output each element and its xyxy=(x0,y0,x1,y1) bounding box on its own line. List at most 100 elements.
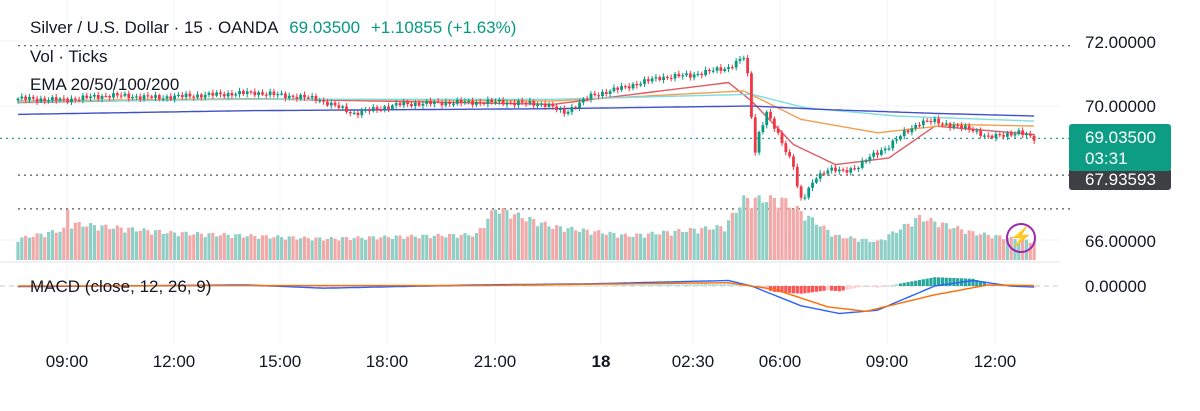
candle-body xyxy=(792,156,795,167)
volume-bar xyxy=(81,226,85,260)
ema100-line xyxy=(17,93,1035,122)
candle-body xyxy=(635,83,639,86)
x-tick-label: 02:30 xyxy=(672,352,715,371)
candle-body xyxy=(562,108,566,114)
volume-bar xyxy=(176,236,181,260)
candle-body xyxy=(184,93,188,98)
candle-body xyxy=(776,128,780,133)
volume-bar xyxy=(807,215,811,260)
volume-bar xyxy=(887,234,891,260)
candle-body xyxy=(436,101,440,103)
volume-bar xyxy=(77,222,81,260)
volume-bars xyxy=(16,195,1036,260)
volume-bar xyxy=(673,230,677,260)
volume-bar xyxy=(516,212,521,260)
candle-body xyxy=(566,111,570,114)
volume-bar xyxy=(119,227,123,260)
volume-bar xyxy=(826,229,830,260)
candle-body xyxy=(711,70,715,72)
lightning-icon[interactable]: ⚡ xyxy=(1006,223,1036,253)
candle-body xyxy=(784,143,788,153)
macd-histogram-bar xyxy=(337,286,341,289)
macd-histogram-bar xyxy=(952,277,956,286)
candle-body xyxy=(131,96,134,99)
volume-bar xyxy=(325,238,330,260)
symbol-title[interactable]: Silver / U.S. Dollar · 15 · OANDA xyxy=(30,18,279,37)
macd-legend[interactable]: MACD (close, 12, 26, 9) xyxy=(30,277,212,296)
candle-body xyxy=(998,134,1002,136)
candle-body xyxy=(765,111,769,126)
candle-body xyxy=(425,100,429,104)
macd-histogram-bar xyxy=(937,277,941,286)
candle-body xyxy=(146,95,150,97)
volume-bar xyxy=(134,231,139,260)
volume-bar xyxy=(207,233,211,260)
candle-body xyxy=(161,98,165,100)
ema-legend[interactable]: EMA 20/50/100/200 xyxy=(30,75,180,94)
macd-histogram-bar xyxy=(944,277,948,286)
candle-body xyxy=(238,90,241,95)
candle-body xyxy=(696,73,700,76)
candle-body xyxy=(142,95,146,100)
price-axis[interactable]: 72.00000 70.00000 66.00000 0.00000 xyxy=(1085,33,1156,296)
volume-bar xyxy=(237,234,242,260)
candle-body xyxy=(1009,133,1013,136)
volume-bar xyxy=(784,198,788,260)
candle-body xyxy=(830,167,834,171)
candle-body xyxy=(879,150,883,155)
volume-bar xyxy=(971,231,975,260)
macd-histogram-bar xyxy=(704,284,708,286)
macd-histogram-bar xyxy=(555,285,559,287)
candle-body xyxy=(108,96,112,98)
time-axis[interactable]: 09:00 12:00 15:00 18:00 21:00 18 02:30 06:00 09:… xyxy=(46,352,1017,371)
candle-body xyxy=(20,96,24,99)
volume-bar xyxy=(43,237,47,260)
macd-histogram-bar xyxy=(570,285,574,287)
volume-bar xyxy=(62,227,66,260)
volume-legend[interactable]: Vol · Ticks xyxy=(30,47,108,66)
macd-histogram-bar xyxy=(547,285,551,287)
volume-bar xyxy=(998,235,1002,260)
candle-body xyxy=(555,106,559,111)
last-price: 69.03500 xyxy=(289,18,361,37)
volume-bar xyxy=(375,239,379,260)
volume-bar xyxy=(719,226,723,260)
volume-bar xyxy=(96,230,100,260)
candle-body xyxy=(295,96,299,99)
volume-bar xyxy=(604,234,608,260)
candle-body xyxy=(868,156,872,161)
volume-bar xyxy=(50,230,54,260)
macd-histogram-bar xyxy=(257,285,261,287)
x-tick-label: 09:00 xyxy=(46,352,89,371)
volume-bar xyxy=(726,220,731,260)
candle-body xyxy=(112,93,115,98)
volume-bar xyxy=(768,195,773,260)
volume-bar xyxy=(169,230,173,260)
volume-bar xyxy=(646,233,650,260)
candle-body xyxy=(933,118,937,123)
candle-body xyxy=(28,97,31,100)
volume-bar xyxy=(20,237,24,260)
volume-bar xyxy=(898,229,903,260)
candle-body xyxy=(887,148,891,150)
volume-bar xyxy=(138,230,142,260)
candle-body xyxy=(192,96,196,98)
volume-bar xyxy=(937,227,941,260)
ema50-line xyxy=(17,90,1035,134)
candle-body xyxy=(623,86,627,88)
symbol-legend[interactable]: Silver / U.S. Dollar · 15 · OANDA 69.035… xyxy=(30,18,522,38)
candle-body xyxy=(360,110,364,116)
macd-histogram-bar xyxy=(619,285,624,287)
candle-body xyxy=(337,105,341,108)
hidden-price-value: 67.93593 xyxy=(1085,170,1156,189)
candle-body xyxy=(593,93,597,96)
candle-body xyxy=(35,98,39,102)
volume-bar xyxy=(535,226,540,260)
candle-body xyxy=(1021,130,1025,136)
macd-histogram-bar xyxy=(795,286,799,294)
candle-body xyxy=(345,106,348,113)
candle-body xyxy=(230,92,234,96)
macd-histogram-bar xyxy=(612,285,616,287)
macd-histogram-bar xyxy=(921,279,925,286)
